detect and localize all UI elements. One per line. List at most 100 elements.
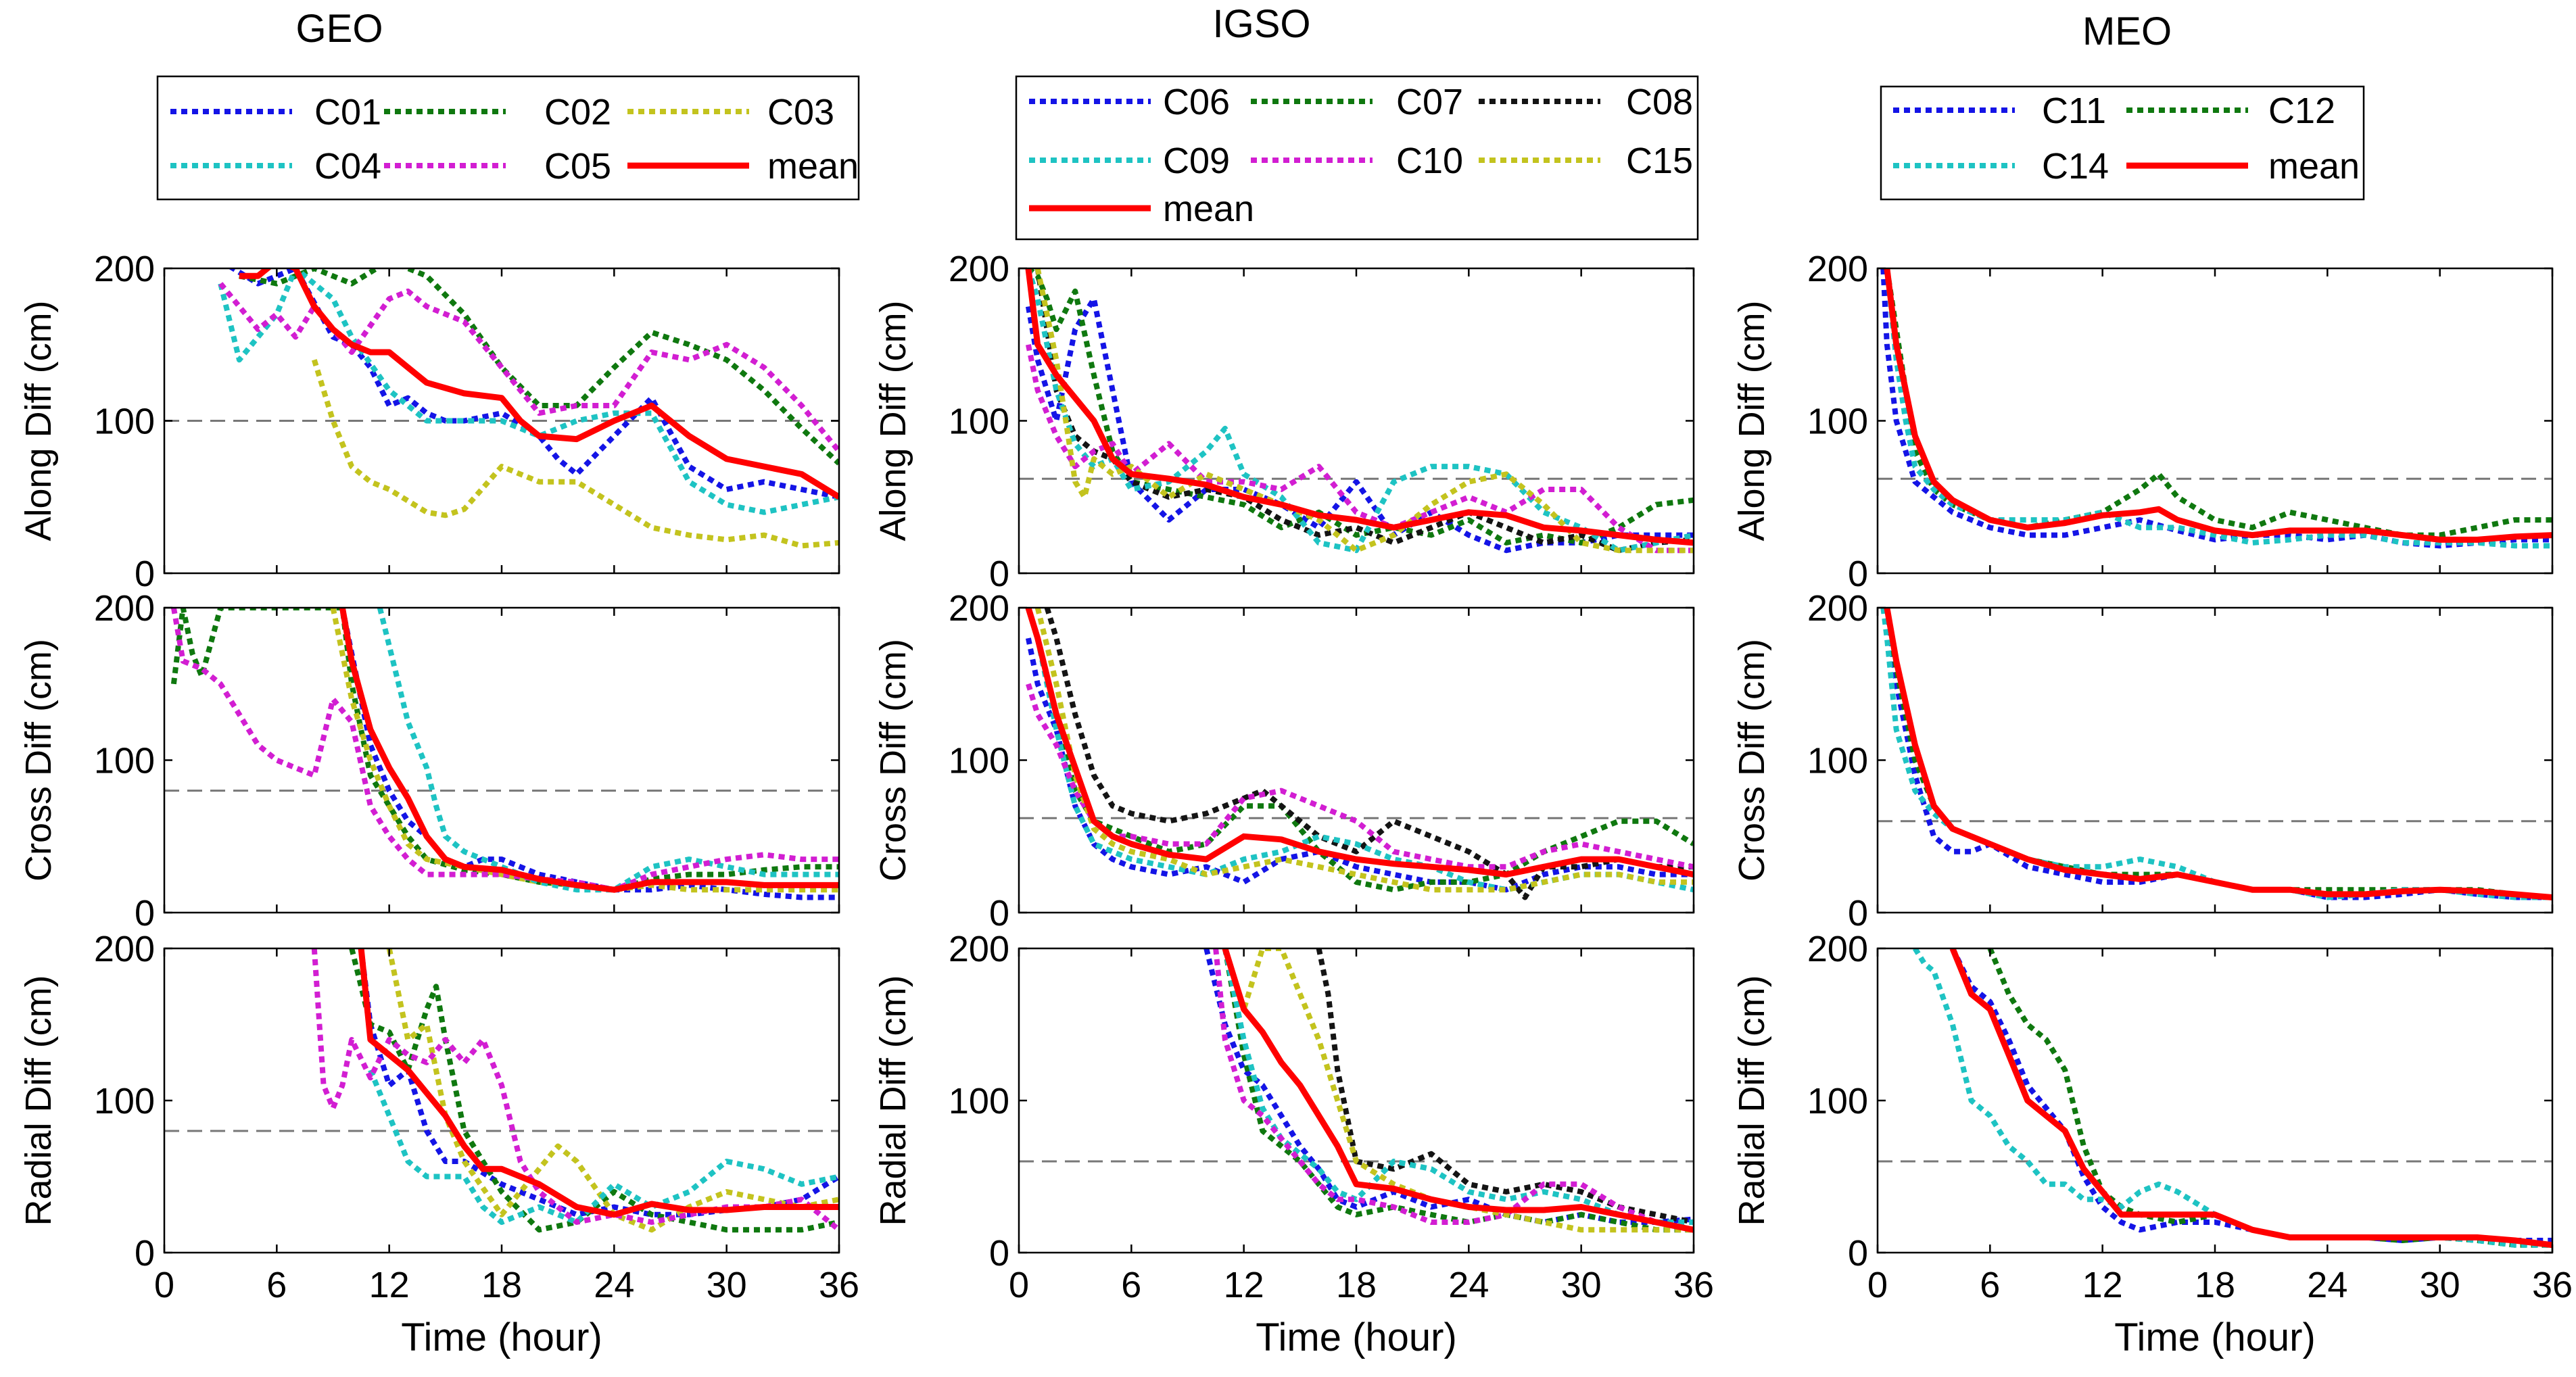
y-tick-label: 200 [1807, 249, 1868, 289]
y-tick-label: 0 [135, 1233, 155, 1274]
series-c10 [1025, 343, 1694, 554]
series-mean [1222, 948, 1694, 1233]
x-tick-label: 36 [2532, 1265, 2573, 1305]
legend-label-c09: C09 [1163, 141, 1230, 181]
y-tick-label: 200 [1807, 929, 1868, 969]
series-c04 [377, 608, 839, 893]
series-group [1025, 268, 1694, 554]
legend-label-c12: C12 [2268, 91, 2335, 131]
legend-label-c15: C15 [1626, 141, 1693, 181]
y-axis-label: Radial Diff (cm) [1732, 975, 1772, 1226]
y-tick-label: 0 [1848, 893, 1868, 934]
legend-label-mean: mean [767, 146, 859, 187]
y-axis-label: Along Diff (cm) [873, 300, 913, 541]
series-c06 [1025, 296, 1694, 554]
legend-label-c01: C01 [314, 92, 381, 132]
meo-cross-panel: 0 100 200 Cross Diff (cm) [1732, 588, 2554, 934]
series-c09 [1026, 268, 1694, 554]
series-group [1912, 948, 2552, 1249]
series-group [1880, 608, 2552, 900]
x-tick-label: 12 [1224, 1265, 1264, 1305]
y-tick-label: 0 [1848, 554, 1868, 594]
series-mean [358, 948, 839, 1218]
legend-igso: C06 C07 C08 C09 C10 C15 mean [1015, 75, 1699, 241]
series-c01 [228, 268, 839, 500]
legend-box [1880, 85, 2365, 201]
y-tick-label: 0 [135, 554, 155, 594]
y-axis-label: Along Diff (cm) [1732, 300, 1772, 541]
x-tick-label: 0 [1867, 1265, 1888, 1305]
series-group [311, 948, 839, 1233]
x-tick-label: 24 [594, 1265, 634, 1305]
legend-label-c06: C06 [1163, 82, 1230, 122]
y-tick-label: 100 [949, 402, 1009, 442]
y-tick-label: 100 [1807, 402, 1868, 442]
series-c05 [218, 282, 839, 454]
igso-radial-panel: 0 100 200 0 6 12 18 24 30 36 Radial Diff (cm) Time … [873, 929, 1714, 1359]
geo-cross-panel: 0 100 200 Cross Diff (cm) [18, 588, 840, 934]
series-c05 [170, 608, 839, 893]
x-tick-label: 0 [154, 1265, 174, 1305]
series-mean [1025, 608, 1694, 878]
x-tick-label: 30 [1561, 1265, 1602, 1305]
x-tick-label: 6 [266, 1265, 287, 1305]
series-c07 [1222, 948, 1694, 1233]
x-tick-label: 0 [1009, 1265, 1029, 1305]
x-tick-label: 18 [2195, 1265, 2235, 1305]
y-tick-label: 100 [1807, 741, 1868, 781]
series-c12 [1884, 608, 2552, 900]
series-mean [239, 268, 839, 500]
series-c08 [1044, 608, 1694, 900]
y-tick-label: 100 [949, 1081, 1009, 1121]
legend-label-c08: C08 [1626, 82, 1693, 122]
series-c10 [1213, 948, 1694, 1233]
y-axis-label: Radial Diff (cm) [873, 975, 913, 1226]
y-tick-label: 200 [94, 929, 155, 969]
y-tick-label: 0 [989, 554, 1009, 594]
y-tick-label: 100 [94, 402, 155, 442]
series-c06 [1203, 948, 1694, 1225]
y-tick-label: 0 [989, 1233, 1009, 1274]
series-c10 [1026, 683, 1694, 870]
y-axis-label: Cross Diff (cm) [18, 639, 59, 881]
y-axis-label: Radial Diff (cm) [18, 975, 59, 1226]
legend-label-c07: C07 [1396, 82, 1463, 122]
legend-label-mean: mean [1163, 189, 1254, 229]
x-tick-label: 18 [1336, 1265, 1377, 1305]
series-c15 [1222, 948, 1694, 1233]
x-tick-label: 30 [2420, 1265, 2460, 1305]
y-tick-label: 100 [949, 741, 1009, 781]
geo-along-panel: 0 100 200 Along Diff (cm) [18, 249, 840, 594]
series-c07 [1026, 268, 1694, 546]
y-tick-label: 200 [1807, 588, 1868, 629]
series-group [218, 268, 839, 549]
legend-label-c05: C05 [544, 146, 611, 187]
y-axis-label: Along Diff (cm) [18, 300, 59, 541]
x-axis-label: Time (hour) [1256, 1315, 1457, 1359]
series-group [1203, 948, 1694, 1233]
meo-along-panel: 0 100 200 Along Diff (cm) [1732, 249, 2554, 594]
series-c11 [1880, 268, 2552, 549]
legend-label-c03: C03 [767, 92, 834, 132]
series-c04 [368, 1069, 839, 1225]
series-c06 [1025, 637, 1694, 893]
column-title-meo: MEO [2082, 9, 2172, 53]
series-c11 [1884, 608, 2552, 900]
series-c08 [1316, 948, 1694, 1225]
series-mean [1025, 268, 1694, 546]
series-c11 [1950, 948, 2552, 1243]
igso-along-panel: 0 100 200 Along Diff (cm) [873, 249, 1695, 594]
x-tick-label: 24 [1448, 1265, 1489, 1305]
x-tick-label: 12 [2082, 1265, 2123, 1305]
series-c12 [1987, 948, 2552, 1248]
y-tick-label: 0 [135, 893, 155, 934]
y-axis-label: Cross Diff (cm) [1732, 639, 1772, 881]
legend-label-c14: C14 [2042, 146, 2109, 187]
series-mean [1884, 608, 2552, 900]
legend-label-c10: C10 [1396, 141, 1463, 181]
x-tick-label: 36 [1673, 1265, 1714, 1305]
axes-frame [1876, 947, 2554, 1254]
series-mean [1884, 268, 2552, 543]
x-tick-label: 6 [1121, 1265, 1141, 1305]
y-tick-label: 200 [949, 929, 1009, 969]
